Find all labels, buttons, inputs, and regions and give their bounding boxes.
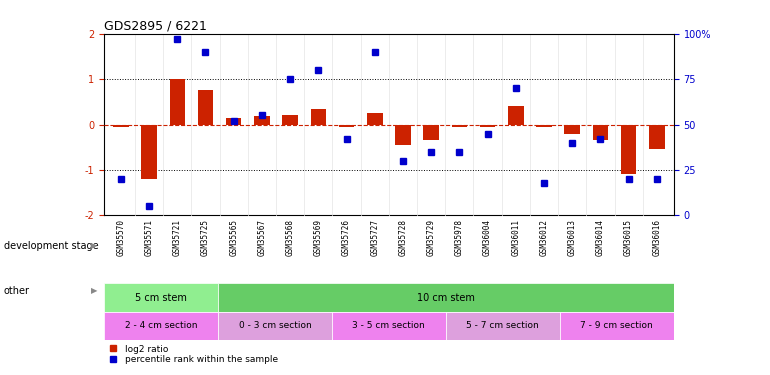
Text: 10 cm stem: 10 cm stem (417, 292, 475, 303)
Text: GSM35570: GSM35570 (116, 219, 126, 256)
Bar (564, 124, 580, 134)
Text: GSM35721: GSM35721 (172, 219, 182, 256)
Bar (104, 284, 218, 312)
Text: GSM36012: GSM36012 (540, 219, 548, 256)
Bar (395, 124, 410, 145)
Text: 5 cm stem: 5 cm stem (135, 292, 187, 303)
Text: other: other (4, 286, 30, 296)
Bar (452, 124, 467, 127)
Bar (480, 124, 495, 127)
Text: GSM35569: GSM35569 (314, 219, 323, 256)
Text: GSM35727: GSM35727 (370, 219, 380, 256)
Text: GSM35729: GSM35729 (427, 219, 436, 256)
Text: GSM36014: GSM36014 (596, 219, 605, 256)
Text: 0 - 3 cm section: 0 - 3 cm section (239, 321, 311, 330)
Text: GSM35567: GSM35567 (257, 219, 266, 256)
Text: GSM35726: GSM35726 (342, 219, 351, 256)
Legend: log2 ratio, percentile rank within the sample: log2 ratio, percentile rank within the s… (109, 345, 278, 364)
Bar (142, 124, 157, 179)
Bar (218, 284, 674, 312)
Bar (649, 124, 665, 150)
Text: 7 - 9 cm section: 7 - 9 cm section (581, 321, 653, 330)
Text: GSM35565: GSM35565 (229, 219, 238, 256)
Bar (254, 116, 270, 124)
Bar (508, 106, 524, 124)
Text: GSM36004: GSM36004 (483, 219, 492, 256)
Text: GSM35725: GSM35725 (201, 219, 210, 256)
Text: GDS2895 / 6221: GDS2895 / 6221 (104, 20, 207, 33)
Bar (169, 79, 185, 124)
Text: 2 - 4 cm section: 2 - 4 cm section (125, 321, 197, 330)
Bar (113, 124, 129, 127)
Bar (446, 312, 560, 340)
Text: GSM35571: GSM35571 (145, 219, 153, 256)
Text: GSM36015: GSM36015 (624, 219, 633, 256)
Text: GSM36013: GSM36013 (567, 219, 577, 256)
Text: GSM35568: GSM35568 (286, 219, 295, 256)
Bar (339, 124, 354, 127)
Bar (283, 116, 298, 124)
Text: GSM35728: GSM35728 (398, 219, 407, 256)
Bar (332, 312, 446, 340)
Bar (198, 90, 213, 124)
Bar (104, 312, 218, 340)
Text: ▶: ▶ (91, 241, 97, 250)
Bar (593, 124, 608, 140)
Text: development stage: development stage (4, 241, 99, 250)
Bar (560, 312, 674, 340)
Text: ▶: ▶ (91, 286, 97, 295)
Text: GSM36016: GSM36016 (652, 219, 661, 256)
Bar (367, 113, 383, 125)
Bar (621, 124, 636, 174)
Bar (536, 124, 552, 127)
Text: GSM36011: GSM36011 (511, 219, 521, 256)
Bar (310, 109, 326, 124)
Text: 5 - 7 cm section: 5 - 7 cm section (467, 321, 539, 330)
Text: 3 - 5 cm section: 3 - 5 cm section (353, 321, 425, 330)
Text: GSM35978: GSM35978 (455, 219, 464, 256)
Bar (424, 124, 439, 140)
Bar (218, 312, 332, 340)
Bar (226, 118, 242, 124)
